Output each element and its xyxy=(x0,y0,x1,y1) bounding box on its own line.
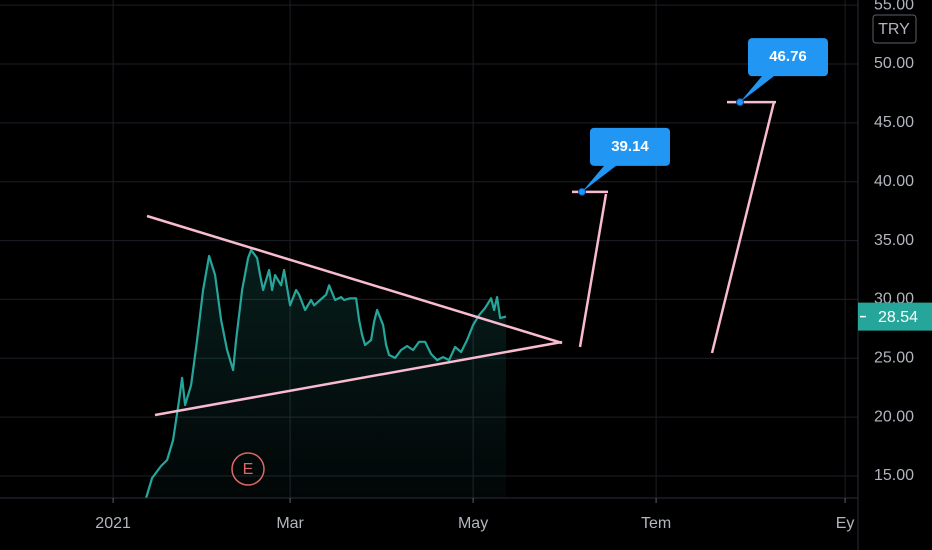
trend-line xyxy=(146,214,563,345)
price-tag xyxy=(858,302,932,331)
callout-label: 39.14 xyxy=(611,138,649,155)
y-tick-label: 35.00 xyxy=(874,232,914,249)
y-tick-label: 20.00 xyxy=(874,408,914,425)
x-tick-label: Mar xyxy=(276,515,304,532)
earnings-marker[interactable] xyxy=(231,452,265,486)
price-tag-label: 28.54 xyxy=(878,309,918,326)
callout-box xyxy=(582,127,670,192)
drawings xyxy=(146,101,776,417)
y-tick-label: 25.00 xyxy=(874,350,914,367)
callout-label: 46.76 xyxy=(769,48,807,65)
annotations: 39.14 46.76 xyxy=(572,38,828,196)
x-tick-label: May xyxy=(458,515,488,532)
y-tick-label: 50.00 xyxy=(874,55,914,72)
area-fill xyxy=(146,250,507,498)
axes: 15.0020.0025.0030.0035.0040.0045.0050.00… xyxy=(95,0,932,532)
price-line xyxy=(145,248,507,499)
x-tick-label: Tem xyxy=(641,515,671,532)
x-tick-label: Ey xyxy=(836,515,855,532)
y-tick-label: 15.00 xyxy=(874,467,914,484)
callout-box xyxy=(740,38,828,103)
y-tick-label: 40.00 xyxy=(874,173,914,190)
plot xyxy=(145,248,507,499)
x-tick-label: 2021 xyxy=(95,515,131,532)
y-tick-label: 55.00 xyxy=(874,0,914,13)
trend-line xyxy=(154,340,563,417)
projection-line xyxy=(710,101,776,354)
earnings-label: E xyxy=(243,461,254,478)
currency-box[interactable] xyxy=(872,14,917,44)
currency-label: TRY xyxy=(878,21,910,38)
y-tick-label: 45.00 xyxy=(874,114,914,131)
projection-line xyxy=(578,193,608,348)
